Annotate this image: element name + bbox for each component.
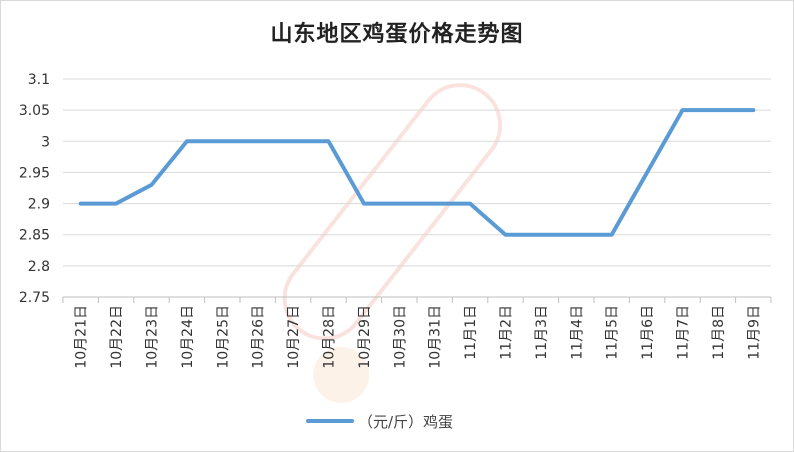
y-tick-label: 2.8 (28, 259, 50, 275)
x-tick-label: 11月6日 (640, 305, 656, 360)
y-tick-label: 2.75 (19, 290, 50, 306)
y-tick-label: 3 (41, 134, 50, 150)
x-tick-label: 10月25日 (215, 305, 231, 369)
x-tick-label: 11月4日 (569, 305, 585, 360)
x-tick-label: 11月5日 (605, 305, 621, 360)
x-tick-label: 11月3日 (534, 305, 550, 360)
y-tick-label: 3.05 (19, 103, 50, 119)
x-tick-label: 11月2日 (499, 305, 515, 360)
x-tick-label: 10月30日 (392, 305, 408, 369)
x-tick-label: 10月29日 (357, 305, 373, 369)
y-tick-label: 2.85 (19, 228, 50, 244)
y-tick-label: 3.1 (28, 72, 50, 88)
x-tick-label: 11月1日 (463, 305, 479, 360)
x-tick-label: 10月22日 (109, 305, 125, 369)
legend-label: （元/斤）鸡蛋 (358, 413, 453, 431)
x-tick-label: 10月28日 (322, 305, 338, 369)
x-tick-label: 10月26日 (251, 305, 267, 369)
x-tick-label: 11月9日 (746, 305, 762, 360)
chart-title: 山东地区鸡蛋价格走势图 (270, 21, 524, 47)
watermark (282, 83, 503, 403)
y-tick-label: 2.9 (28, 197, 50, 213)
y-tick-label: 2.95 (19, 165, 50, 181)
series-line (78, 108, 756, 237)
x-tick-label: 10月31日 (428, 305, 444, 369)
x-tick-label: 10月24日 (180, 305, 196, 369)
x-tick-label: 11月7日 (676, 305, 692, 360)
x-tick-label: 11月8日 (711, 305, 727, 360)
x-tick-label: 10月21日 (74, 305, 90, 369)
x-tick-label: 10月23日 (145, 305, 161, 369)
x-tick-label: 10月27日 (286, 305, 302, 369)
